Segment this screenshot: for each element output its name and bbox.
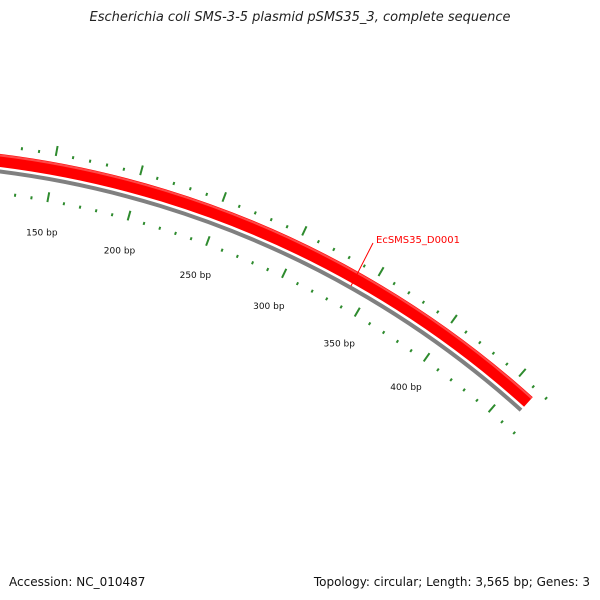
major-tick [422, 352, 431, 362]
minor-tick [421, 300, 426, 305]
genome-summary: Topology: circular; Length: 3,565 bp; Ge… [313, 575, 590, 589]
tick-label: 350 bp [324, 339, 356, 349]
map-title: Escherichia coli SMS-3-5 plasmid pSMS35_… [89, 10, 511, 25]
minor-tick [62, 202, 66, 206]
minor-tick [110, 213, 114, 217]
minor-tick [381, 330, 386, 335]
minor-tick [500, 420, 504, 424]
minor-tick [205, 192, 209, 197]
minor-tick [94, 209, 98, 213]
minor-tick [269, 217, 273, 222]
tick-label: 200 bp [104, 246, 136, 256]
minor-tick [30, 196, 33, 200]
minor-tick [253, 211, 257, 215]
major-tick [377, 266, 385, 277]
minor-tick [531, 384, 535, 389]
tick-label: 150 bp [26, 229, 58, 239]
backbone-arc [0, 169, 523, 412]
minor-tick [347, 255, 351, 260]
minor-tick [71, 155, 75, 160]
minor-tick [266, 267, 270, 272]
minor-tick [316, 239, 320, 244]
major-tick [281, 268, 288, 279]
minor-tick [362, 264, 366, 268]
minor-tick [339, 305, 343, 309]
minor-tick [392, 281, 396, 286]
minor-tick [237, 204, 241, 209]
minor-tick [188, 187, 192, 191]
minor-tick [395, 339, 400, 344]
minor-tick [295, 281, 300, 286]
minor-tick [235, 254, 239, 259]
tick-label: 400 bp [390, 383, 422, 393]
minor-tick [142, 221, 146, 226]
minor-tick [155, 176, 159, 181]
minor-tick [367, 321, 372, 326]
minor-tick [310, 289, 314, 293]
minor-tick [78, 205, 82, 209]
minor-tick [189, 236, 193, 241]
minor-tick [105, 163, 109, 167]
major-tick [205, 235, 211, 247]
minor-tick [407, 290, 411, 295]
minor-tick [172, 181, 176, 186]
minor-tick [436, 368, 440, 372]
tick-label: 300 bp [253, 302, 285, 312]
feature-callout-line [350, 242, 374, 287]
minor-tick [475, 398, 479, 403]
minor-tick [158, 226, 162, 230]
minor-tick [544, 396, 548, 401]
minor-tick [88, 159, 92, 163]
major-tick [54, 145, 59, 157]
minor-tick [512, 431, 516, 435]
minor-tick [436, 310, 440, 314]
feature-label: EcSMS35_D0001 [376, 235, 460, 246]
minor-tick [491, 351, 496, 356]
minor-tick [464, 330, 468, 334]
minor-tick [122, 167, 126, 171]
gene-feature-highlight [0, 154, 533, 399]
minor-tick [220, 248, 224, 252]
minor-tick [332, 247, 336, 252]
minor-tick [449, 378, 453, 382]
major-tick [221, 191, 227, 203]
minor-tick [478, 340, 482, 345]
tick-marks [13, 145, 548, 435]
accession-label: Accession: NC_010487 [9, 575, 146, 589]
major-tick [518, 368, 527, 378]
minor-tick [409, 348, 413, 353]
minor-tick [505, 362, 509, 366]
minor-tick [285, 224, 289, 229]
major-tick [46, 192, 51, 203]
minor-tick [325, 297, 329, 301]
major-tick [126, 210, 132, 221]
tick-labels: 150 bp 200 bp 250 bp 300 bp 350 bp 400 bp [26, 229, 422, 393]
minor-tick [462, 388, 466, 392]
major-tick [301, 225, 308, 236]
minor-tick [251, 261, 255, 265]
major-tick [139, 165, 144, 176]
major-tick [450, 314, 458, 324]
tick-label: 250 bp [180, 271, 212, 281]
gene-feature-arc [0, 153, 533, 407]
minor-tick [37, 149, 41, 154]
minor-tick [174, 231, 177, 236]
major-tick [487, 403, 496, 413]
major-tick [353, 307, 361, 318]
